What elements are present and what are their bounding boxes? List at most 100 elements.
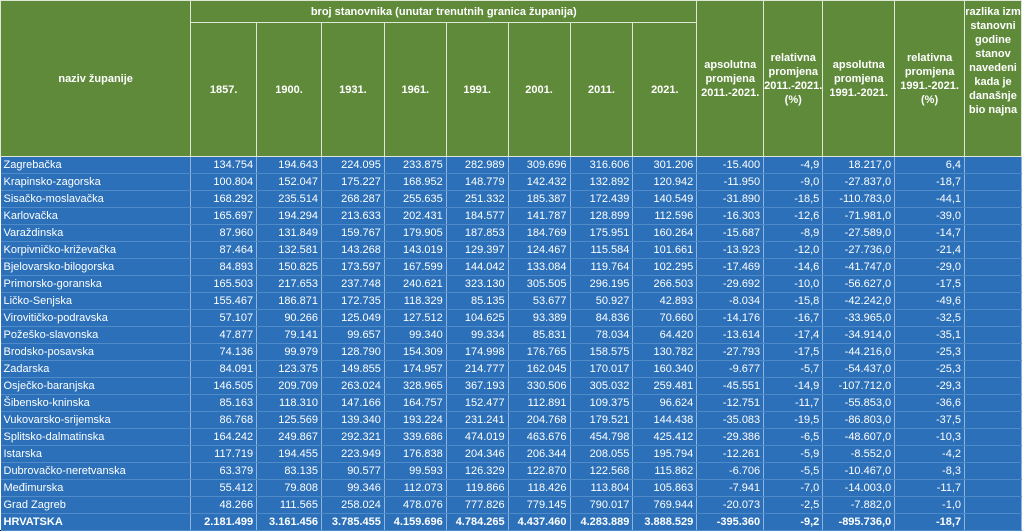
population-cell[interactable]: 53.677	[508, 292, 571, 310]
abs-change-2011-cell[interactable]: -12.261	[696, 445, 765, 463]
population-cell[interactable]: 790.017	[570, 496, 634, 514]
population-cell[interactable]: 214.777	[446, 360, 509, 378]
county-name-cell[interactable]: Korpivničko-križevačka	[0, 241, 192, 259]
population-cell[interactable]: 474.019	[446, 428, 509, 446]
rel-change-1991-cell[interactable]: -14,7	[894, 224, 966, 242]
abs-change-1991-cell[interactable]: -86.803,0	[822, 411, 896, 429]
abs-change-1991-cell[interactable]: -44.216,0	[822, 343, 896, 361]
population-cell[interactable]: 85.163	[190, 394, 258, 412]
population-cell[interactable]: 84.893	[190, 258, 258, 276]
county-name-cell[interactable]: Zagrebačka	[0, 156, 192, 174]
rel-change-1991-cell[interactable]: 6,4	[894, 156, 966, 174]
population-cell[interactable]: 146.505	[190, 377, 258, 395]
county-name-cell[interactable]: Istarska	[0, 445, 192, 463]
difference-cell[interactable]	[964, 343, 1022, 361]
rel-change-1991-cell[interactable]: -32,5	[894, 309, 966, 327]
county-name-cell[interactable]: Varaždinska	[0, 224, 192, 242]
county-name-cell[interactable]: Šibensko-kninska	[0, 394, 192, 412]
difference-cell[interactable]	[964, 445, 1022, 463]
rel-change-2011-cell[interactable]: -10,0	[763, 275, 824, 293]
population-cell[interactable]: 3.888.529	[632, 513, 698, 531]
abs-change-1991-cell[interactable]: -27.837,0	[822, 173, 896, 191]
population-cell[interactable]: 85.831	[508, 326, 571, 344]
population-cell[interactable]: 172.439	[570, 190, 634, 208]
population-cell[interactable]: 99.657	[321, 326, 385, 344]
population-cell[interactable]: 206.344	[508, 445, 571, 463]
population-cell[interactable]: 130.782	[632, 343, 698, 361]
county-name-cell[interactable]: Krapinsko-zagorska	[0, 173, 192, 191]
population-cell[interactable]: 164.757	[384, 394, 447, 412]
population-cell[interactable]: 266.503	[632, 275, 698, 293]
population-cell[interactable]: 249.867	[256, 428, 322, 446]
population-cell[interactable]: 259.481	[632, 377, 698, 395]
population-cell[interactable]: 159.767	[321, 224, 385, 242]
population-cell[interactable]: 119.764	[570, 258, 634, 276]
rel-change-2011-cell[interactable]: -2,5	[763, 496, 824, 514]
population-cell[interactable]: 301.206	[632, 156, 698, 174]
population-cell[interactable]: 179.905	[384, 224, 447, 242]
population-cell[interactable]: 79.808	[256, 479, 322, 497]
county-name-cell[interactable]: Osječko-baranjska	[0, 377, 192, 395]
population-cell[interactable]: 133.084	[508, 258, 571, 276]
rel-change-2011-cell[interactable]: -9,2	[763, 513, 824, 531]
rel-change-1991-cell[interactable]: -37,5	[894, 411, 966, 429]
abs-change-2011-cell[interactable]: -13.923	[696, 241, 765, 259]
rel-change-2011-cell[interactable]: -15,8	[763, 292, 824, 310]
rel-change-2011-cell[interactable]: -7,0	[763, 479, 824, 497]
population-cell[interactable]: 128.899	[570, 207, 634, 225]
population-cell[interactable]: 316.606	[570, 156, 634, 174]
population-cell[interactable]: 84.836	[570, 309, 634, 327]
population-cell[interactable]: 131.849	[256, 224, 322, 242]
rel-change-2011-cell[interactable]: -14,9	[763, 377, 824, 395]
rel-change-1991-cell[interactable]: -4,2	[894, 445, 966, 463]
county-name-cell[interactable]: Dubrovačko-neretvanska	[0, 462, 192, 480]
population-cell[interactable]: 143.268	[321, 241, 385, 259]
abs-change-1991-cell[interactable]: -107.712,0	[822, 377, 896, 395]
rel-change-2011-cell[interactable]: -11,7	[763, 394, 824, 412]
population-cell[interactable]: 115.584	[570, 241, 634, 259]
population-cell[interactable]: 204.768	[508, 411, 571, 429]
difference-cell[interactable]	[964, 275, 1022, 293]
abs-change-1991-cell[interactable]: -27.736,0	[822, 241, 896, 259]
abs-change-2011-cell[interactable]: -31.890	[696, 190, 765, 208]
population-cell[interactable]: 42.893	[632, 292, 698, 310]
population-cell[interactable]: 187.853	[446, 224, 509, 242]
population-cell[interactable]: 367.193	[446, 377, 509, 395]
county-name-cell[interactable]: Sisačko-moslavačka	[0, 190, 192, 208]
rel-change-1991-cell[interactable]: -35,1	[894, 326, 966, 344]
rel-change-2011-cell[interactable]: -5,9	[763, 445, 824, 463]
population-cell[interactable]: 233.875	[384, 156, 447, 174]
population-cell[interactable]: 93.389	[508, 309, 571, 327]
difference-cell[interactable]	[964, 513, 1022, 531]
population-cell[interactable]: 2.181.499	[190, 513, 258, 531]
abs-change-2011-cell[interactable]: -7.941	[696, 479, 765, 497]
rel-change-1991-cell[interactable]: -8,3	[894, 462, 966, 480]
population-cell[interactable]: 123.375	[256, 360, 322, 378]
population-cell[interactable]: 208.055	[570, 445, 634, 463]
population-cell[interactable]: 128.790	[321, 343, 385, 361]
population-cell[interactable]: 142.432	[508, 173, 571, 191]
rel-change-1991-cell[interactable]: -29,0	[894, 258, 966, 276]
population-cell[interactable]: 101.661	[632, 241, 698, 259]
county-name-cell[interactable]: Međimurska	[0, 479, 192, 497]
difference-cell[interactable]	[964, 292, 1022, 310]
population-cell[interactable]: 96.624	[632, 394, 698, 412]
abs-change-1991-cell[interactable]: -48.607,0	[822, 428, 896, 446]
population-cell[interactable]: 158.575	[570, 343, 634, 361]
difference-cell[interactable]	[964, 241, 1022, 259]
population-cell[interactable]: 129.397	[446, 241, 509, 259]
rel-change-2011-cell[interactable]: -5,7	[763, 360, 824, 378]
abs-change-1991-cell[interactable]: -55.853,0	[822, 394, 896, 412]
population-cell[interactable]: 57.107	[190, 309, 258, 327]
population-cell[interactable]: 47.877	[190, 326, 258, 344]
population-cell[interactable]: 202.431	[384, 207, 447, 225]
population-cell[interactable]: 170.017	[570, 360, 634, 378]
population-cell[interactable]: 268.287	[321, 190, 385, 208]
rel-change-1991-cell[interactable]: -18,7	[894, 173, 966, 191]
population-cell[interactable]: 70.660	[632, 309, 698, 327]
population-cell[interactable]: 50.927	[570, 292, 634, 310]
rel-change-1991-cell[interactable]: -36,6	[894, 394, 966, 412]
population-cell[interactable]: 132.892	[570, 173, 634, 191]
county-name-cell[interactable]: Vukovarsko-srijemska	[0, 411, 192, 429]
population-cell[interactable]: 139.340	[321, 411, 385, 429]
